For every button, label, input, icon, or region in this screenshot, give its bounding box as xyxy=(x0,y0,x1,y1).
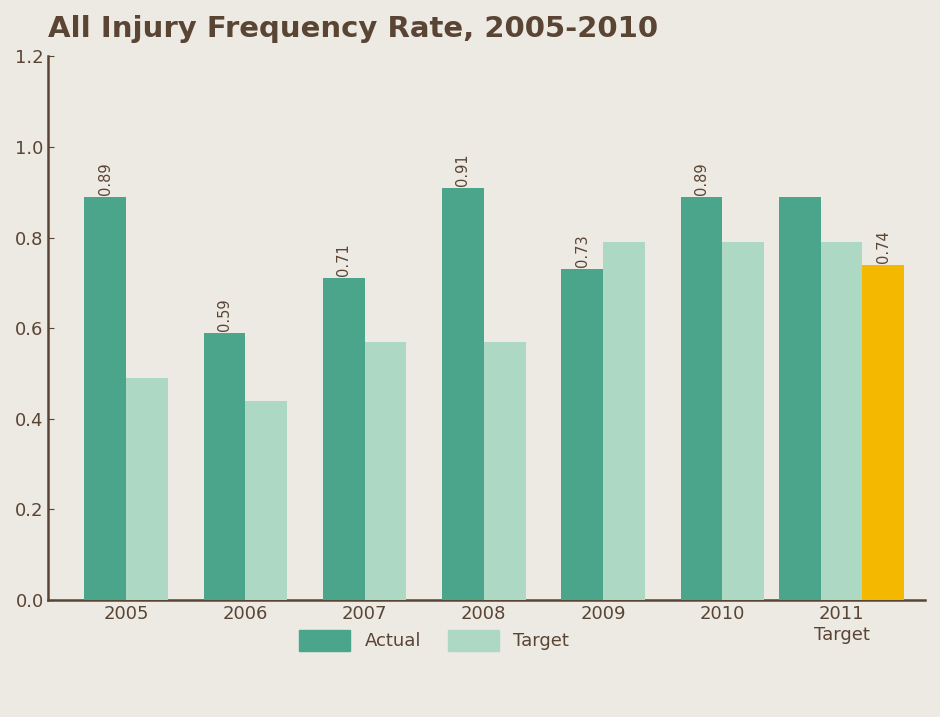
Text: 0.89: 0.89 xyxy=(694,162,709,194)
Bar xyxy=(126,378,167,600)
Bar xyxy=(365,342,406,600)
Bar xyxy=(85,197,126,600)
Bar xyxy=(603,242,645,600)
Text: 0.74: 0.74 xyxy=(876,230,891,262)
Bar xyxy=(681,197,722,600)
Bar xyxy=(722,242,764,600)
Bar xyxy=(561,270,603,600)
Bar xyxy=(484,342,525,600)
Bar xyxy=(245,401,287,600)
Bar xyxy=(779,197,821,600)
Text: 0.89: 0.89 xyxy=(98,162,113,194)
Legend: Actual, Target: Actual, Target xyxy=(300,630,569,651)
Bar xyxy=(821,242,862,600)
Text: 0.71: 0.71 xyxy=(337,244,352,276)
Bar xyxy=(322,278,365,600)
Text: All Injury Frequency Rate, 2005-2010: All Injury Frequency Rate, 2005-2010 xyxy=(49,15,659,43)
Text: 0.91: 0.91 xyxy=(455,153,470,186)
Bar xyxy=(862,265,904,600)
Text: 0.59: 0.59 xyxy=(217,298,232,331)
Text: 0.73: 0.73 xyxy=(574,234,589,267)
Bar xyxy=(204,333,245,600)
Bar xyxy=(442,188,484,600)
